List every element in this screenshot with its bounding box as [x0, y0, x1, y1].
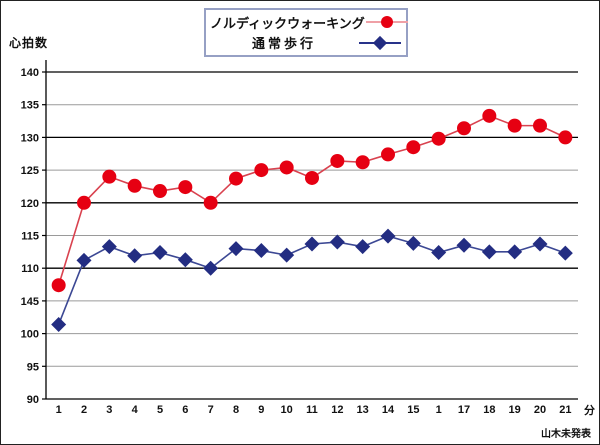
data-point-0 [431, 131, 446, 146]
x-tick-label: 17 [458, 404, 470, 416]
legend-marker-normal-walking [358, 35, 402, 51]
data-point-1 [431, 245, 447, 261]
data-point-0 [558, 130, 573, 145]
data-point-0 [507, 118, 522, 133]
data-point-1 [481, 244, 497, 260]
x-tick-label: 12 [331, 404, 343, 416]
data-point-0 [51, 278, 66, 293]
data-point-1 [507, 244, 523, 260]
x-tick-label: 7 [208, 404, 214, 416]
x-tick-label: 6 [182, 404, 188, 416]
x-tick-label: 14 [382, 404, 395, 416]
data-point-1 [355, 239, 371, 255]
x-tick-label: 2 [81, 404, 87, 416]
data-point-0 [178, 180, 193, 195]
data-point-0 [203, 195, 218, 210]
x-tick-label: 20 [534, 404, 546, 416]
y-tick-label: 140 [21, 67, 39, 79]
data-point-1 [203, 260, 219, 276]
legend-label-normal-walking: 通常歩行 [251, 36, 316, 52]
data-point-1 [101, 239, 117, 255]
data-point-1 [253, 243, 269, 259]
legend-item-normal-walking: 通常歩行 [210, 33, 402, 54]
x-tick-label: 4 [132, 404, 139, 416]
x-tick-label: 10 [281, 404, 293, 416]
data-point-0 [406, 140, 421, 155]
data-point-0 [127, 178, 142, 193]
data-point-1 [51, 316, 67, 332]
x-tick-label: 8 [233, 404, 239, 416]
data-point-0 [279, 160, 294, 175]
legend-item-nordic-walking: ノルディックウォーキング [210, 12, 408, 33]
y-tick-label: 115 [21, 231, 39, 243]
y-tick-label: 125 [21, 165, 39, 177]
data-point-0 [355, 155, 370, 170]
data-point-0 [102, 169, 117, 184]
data-point-1 [76, 252, 92, 268]
x-tick-label: 5 [157, 404, 163, 416]
y-tick-label: 100 [21, 329, 39, 341]
x-tick-label: 11 [306, 404, 318, 416]
data-point-1 [279, 247, 295, 263]
y-axis-title: 心拍数 [9, 36, 49, 50]
y-tick-label: 145 [21, 296, 39, 308]
data-point-0 [254, 163, 269, 178]
data-point-1 [329, 234, 345, 250]
legend-label-nordic-walking: ノルディックウォーキング [210, 15, 365, 31]
x-tick-label: 19 [509, 404, 521, 416]
data-point-0 [330, 153, 345, 168]
data-point-1 [127, 248, 143, 264]
data-point-1 [557, 245, 573, 261]
x-tick-label: 1 [56, 404, 62, 416]
data-point-0 [533, 118, 547, 133]
data-point-1 [152, 245, 168, 261]
x-tick-label: 21 [559, 404, 571, 416]
x-tick-label: 9 [258, 404, 264, 416]
y-tick-label: 135 [21, 100, 39, 112]
x-tick-label: 15 [407, 404, 419, 416]
data-point-0 [305, 170, 319, 185]
data-point-0 [153, 184, 167, 199]
data-point-1 [405, 235, 421, 251]
data-point-1 [532, 236, 548, 252]
x-tick-label: 13 [357, 404, 369, 416]
data-point-1 [304, 236, 320, 252]
data-point-0 [229, 171, 243, 186]
y-tick-label: 120 [21, 198, 39, 210]
legend: ノルディックウォーキング 通常歩行 [204, 8, 408, 57]
y-tick-label: 130 [21, 132, 39, 144]
circle-marker-icon [380, 16, 393, 29]
data-point-0 [457, 121, 471, 136]
data-point-0 [77, 195, 91, 210]
y-tick-label: 95 [27, 361, 39, 373]
footnote: 山木未発表 [541, 429, 591, 440]
data-point-0 [482, 108, 497, 123]
y-tick-label: 90 [27, 394, 39, 406]
x-axis-unit: 分 [584, 405, 595, 417]
data-point-1 [228, 241, 244, 257]
data-point-1 [380, 228, 396, 244]
x-tick-label: 1 [436, 404, 442, 416]
data-point-1 [456, 237, 472, 253]
data-point-1 [177, 252, 193, 268]
legend-marker-nordic-walking [365, 14, 409, 30]
diamond-marker-icon [372, 35, 388, 50]
data-point-0 [381, 147, 395, 162]
x-tick-label: 3 [106, 404, 112, 416]
x-tick-label: 18 [483, 404, 495, 416]
y-tick-label: 110 [21, 263, 39, 275]
